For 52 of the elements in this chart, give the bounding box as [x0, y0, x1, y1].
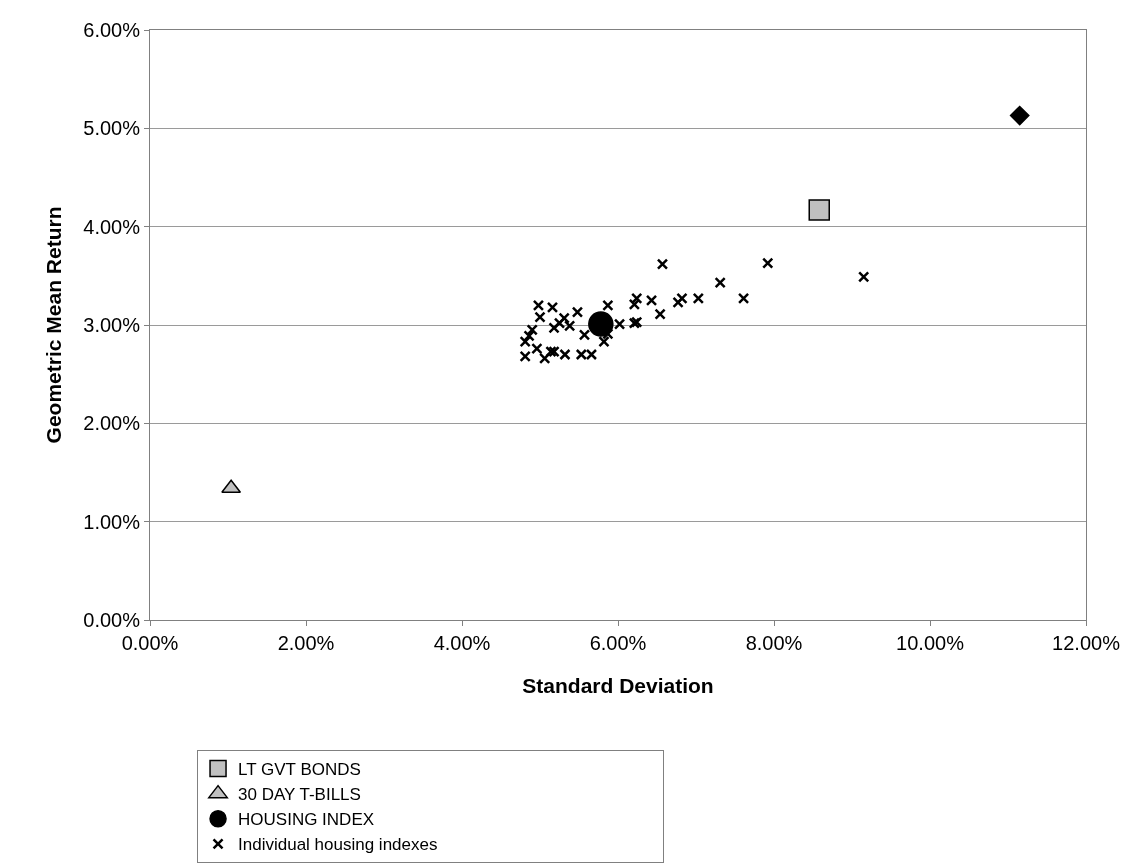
point: [602, 299, 614, 312]
point: [548, 322, 560, 334]
y-tick-label: 1.00%: [83, 510, 141, 533]
point: [692, 292, 705, 305]
point: [613, 318, 626, 330]
point: [630, 292, 643, 305]
point: [526, 324, 538, 336]
x-tick-label: 8.00%: [745, 632, 803, 654]
point: [808, 199, 830, 221]
x-tick-label: 4.00%: [433, 632, 491, 654]
x-tick-label: 2.00%: [277, 632, 335, 654]
y-tick-label: 2.00%: [83, 412, 141, 435]
point: [571, 306, 584, 318]
y-axis-title: Geometric Mean Return: [42, 206, 66, 444]
point: [676, 292, 688, 305]
legend-label: 30 DAY T-BILLS: [238, 785, 361, 805]
legend-label: HOUSING INDEX: [238, 810, 375, 830]
y-tick-label: 5.00%: [83, 117, 141, 140]
y-tick-label: 0.00%: [83, 609, 141, 631]
point: [546, 301, 559, 314]
point: [656, 258, 669, 270]
x-axis-title: Standard Deviation: [522, 674, 714, 698]
y-tick-label: 4.00%: [83, 215, 141, 238]
point: [558, 312, 570, 324]
point: [519, 335, 531, 348]
point: [534, 311, 546, 323]
point: [602, 328, 614, 340]
point: [588, 311, 614, 337]
point: [523, 330, 535, 342]
point: [519, 350, 531, 363]
legend-label: Individual housing indexes: [238, 835, 438, 855]
point: [578, 329, 591, 341]
point: [1009, 105, 1030, 126]
point: [762, 257, 774, 269]
x-tick-label: 12.00%: [1052, 632, 1121, 654]
point: [654, 308, 666, 320]
point: [538, 352, 551, 365]
x-tick-label: 10.00%: [896, 632, 965, 654]
point: [857, 271, 870, 283]
y-tick-label: 6.00%: [83, 19, 141, 41]
x-tick-label: 6.00%: [589, 632, 647, 654]
y-tick-label: 3.00%: [83, 314, 141, 336]
point: [714, 276, 726, 289]
point: [645, 294, 658, 307]
point: [737, 292, 750, 305]
point: [532, 299, 545, 312]
x-tick-label: 0.00%: [121, 632, 179, 654]
legend-label: LT GVT BONDS: [238, 760, 361, 780]
point: [531, 342, 543, 355]
point: [628, 298, 641, 311]
point: [598, 335, 610, 348]
point: [672, 296, 684, 309]
